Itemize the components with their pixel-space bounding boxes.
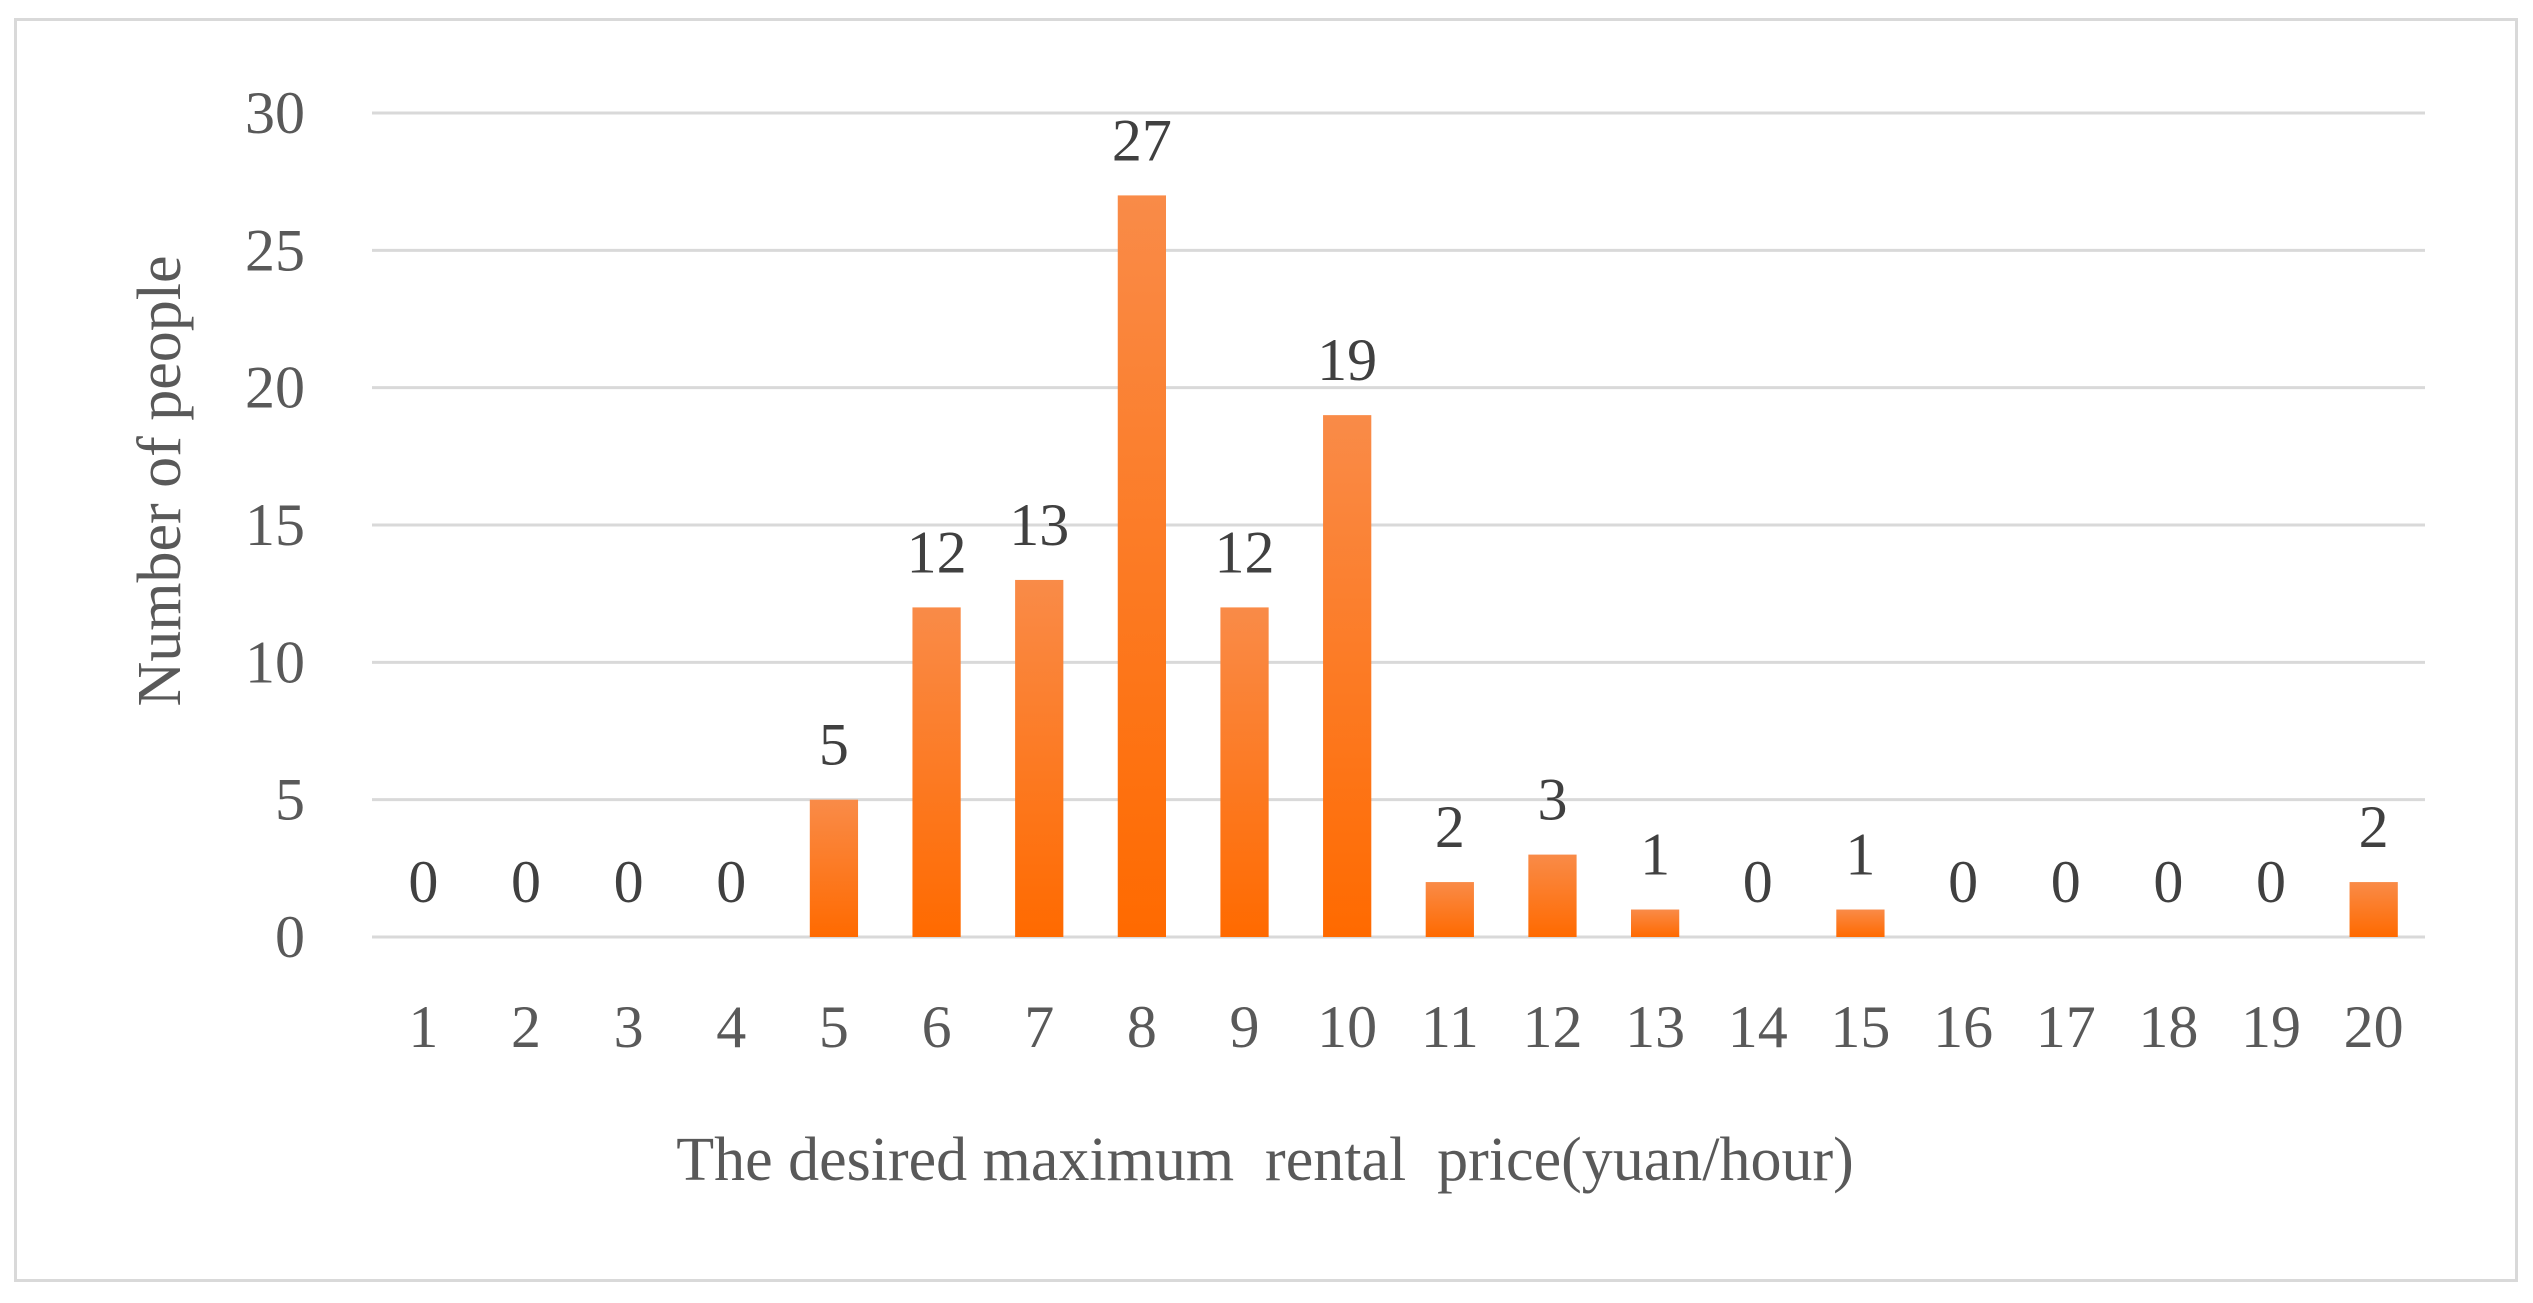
bar (2349, 882, 2398, 937)
x-axis-title: The desired maximum rental price(yuan/ho… (676, 1126, 1854, 1194)
x-tick-label: 12 (1522, 994, 1582, 1060)
x-tick-label: 3 (614, 994, 644, 1060)
x-tick-label: 8 (1127, 994, 1157, 1060)
x-tick-label: 9 (1230, 994, 1260, 1060)
data-label: 27 (1112, 107, 1172, 173)
bar (1323, 415, 1372, 938)
data-label: 5 (819, 712, 849, 778)
x-tick-label: 2 (511, 994, 541, 1060)
bar (1117, 195, 1166, 937)
x-tick-label: 20 (2344, 994, 2404, 1060)
y-tick-label: 20 (245, 355, 305, 421)
data-label: 3 (1537, 767, 1567, 833)
x-tick-label: 13 (1625, 994, 1685, 1060)
x-tick-label: 19 (2241, 994, 2301, 1060)
y-tick-label: 10 (245, 629, 305, 695)
data-label: 12 (907, 519, 967, 585)
data-label: 0 (1743, 849, 1773, 915)
x-tick-label: 15 (1830, 994, 1890, 1060)
data-label: 0 (511, 849, 541, 915)
x-tick-label: 17 (2036, 994, 2096, 1060)
x-tick-label: 5 (819, 994, 849, 1060)
y-tick-label: 15 (245, 492, 305, 558)
data-label: 12 (1215, 519, 1275, 585)
bar (1836, 909, 1885, 937)
y-tick-label: 0 (275, 904, 305, 970)
gridlines (372, 111, 2425, 939)
x-tick-label: 16 (1933, 994, 1993, 1060)
data-label: 0 (2256, 849, 2286, 915)
data-label: 1 (1640, 822, 1670, 888)
bar (1528, 854, 1577, 937)
x-tick-label: 18 (2138, 994, 2198, 1060)
bar (1631, 909, 1680, 937)
y-axis-ticks: 0 5 10 15 20 25 30 (245, 80, 305, 970)
x-tick-label: 10 (1317, 994, 1377, 1060)
x-tick-label: 7 (1024, 994, 1054, 1060)
data-label: 1 (1845, 822, 1875, 888)
data-label: 2 (2359, 794, 2389, 860)
data-label: 13 (1009, 492, 1069, 558)
bar (1015, 579, 1064, 937)
bar (912, 607, 961, 937)
x-tick-label: 6 (922, 994, 952, 1060)
bar (1220, 607, 1269, 937)
data-label: 19 (1317, 327, 1377, 393)
data-labels: 0 0 0 0 5 12 13 27 12 19 2 3 1 0 1 0 0 0 0 2 (408, 107, 2388, 915)
x-axis-ticks: 1 2 3 4 5 6 7 8 9 10 11 12 13 14 15 16 17 18 19 20 (408, 994, 2403, 1060)
data-label: 2 (1435, 794, 1465, 860)
y-tick-label: 25 (245, 217, 305, 283)
x-tick-label: 14 (1728, 994, 1788, 1060)
x-tick-label: 1 (408, 994, 438, 1060)
data-label: 0 (2051, 849, 2081, 915)
bar (809, 799, 859, 937)
data-label: 0 (2153, 849, 2183, 915)
x-tick-label: 11 (1421, 994, 1479, 1060)
data-label: 0 (614, 849, 644, 915)
bars (809, 195, 2398, 938)
y-tick-label: 30 (245, 80, 305, 146)
y-tick-label: 5 (275, 767, 305, 833)
bar (1425, 882, 1474, 937)
data-label: 0 (716, 849, 746, 915)
data-label: 0 (408, 849, 438, 915)
x-tick-label: 4 (716, 994, 746, 1060)
data-label: 0 (1948, 849, 1978, 915)
y-axis-title: Number of people (126, 255, 194, 706)
